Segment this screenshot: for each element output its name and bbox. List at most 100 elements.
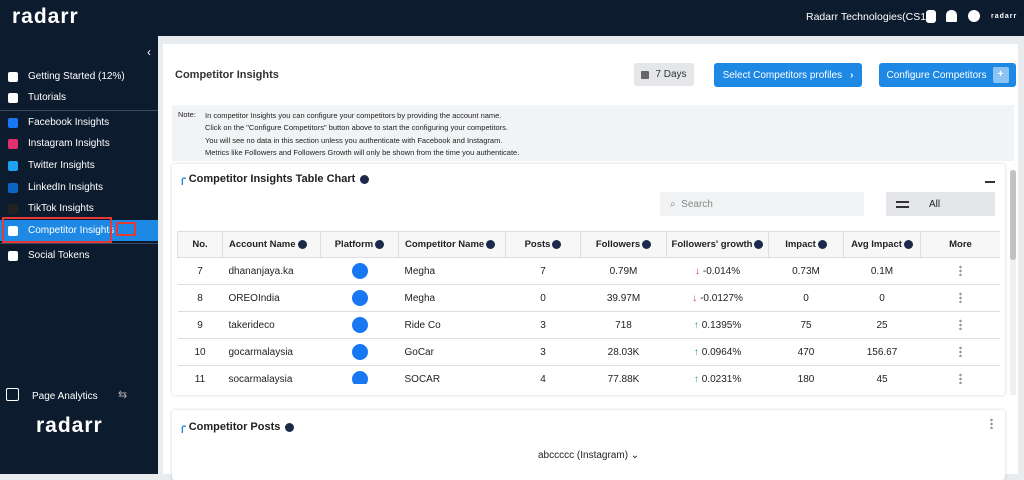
- table-row: 11 socarmalaysia SOCAR 4 77.88K ↑ 0.0231% 180 45: [177, 365, 1000, 385]
- nav-icon: [8, 182, 18, 193]
- cell-text: 7: [197, 265, 203, 277]
- note-line: You will see no data in this section unl…: [205, 135, 503, 145]
- nav-icon: [8, 92, 18, 103]
- table-cell: [920, 338, 1000, 366]
- row-menu[interactable]: [959, 292, 962, 304]
- cell-text: 3: [540, 346, 546, 358]
- collapse-toggle[interactable]: ‹: [147, 45, 151, 59]
- table-cell: 470: [768, 338, 844, 366]
- column-label: No.: [192, 239, 208, 250]
- cell-text: 0.1M: [870, 265, 894, 277]
- cell-text: 11: [194, 373, 206, 385]
- nav-item[interactable]: TikTok Insights: [0, 198, 158, 219]
- download-icon[interactable]: [985, 172, 995, 183]
- highlight-box: [2, 217, 112, 243]
- cell-text: 39.97M: [606, 292, 641, 304]
- facebook-icon[interactable]: [351, 317, 368, 333]
- nav-item[interactable]: Instagram Insights: [0, 133, 158, 154]
- nav-item[interactable]: Facebook Insights: [0, 112, 158, 133]
- nav-item[interactable]: LinkedIn Insights: [0, 177, 158, 198]
- column-label: Platform: [334, 239, 374, 250]
- configure-button[interactable]: Configure Competitors +: [879, 63, 1016, 87]
- bell-icon[interactable]: [946, 10, 957, 22]
- table-cell: 3: [505, 311, 581, 339]
- facebook-icon[interactable]: [351, 263, 368, 279]
- account-dropdown[interactable]: abccccc (Instagram) ⌄: [538, 450, 640, 461]
- page-analytics[interactable]: Page Analytics: [32, 391, 98, 402]
- column-header: Avg Impact: [843, 231, 921, 258]
- info-icon: [754, 239, 764, 249]
- column-header: Account Name: [222, 231, 321, 258]
- table-cell: 45: [843, 365, 921, 384]
- table-cell: GoCar: [398, 338, 506, 366]
- table-cell: dhananjaya.ka: [222, 257, 321, 285]
- table-cell: [320, 284, 399, 312]
- table-cell: gocarmalaysia: [222, 338, 321, 366]
- nav-item[interactable]: Competitor Insights: [0, 217, 158, 243]
- nav-icon: [8, 117, 18, 128]
- table-cell: Ride Co: [398, 311, 506, 339]
- cell-text: 0.79M: [609, 265, 638, 277]
- company-name[interactable]: Radarr Technologies(CS1): [806, 11, 930, 23]
- cell-text: Megha: [404, 292, 436, 304]
- nav-item[interactable]: Twitter Insights: [0, 155, 158, 176]
- table-cell: [920, 257, 1000, 285]
- nav-label: Competitor Insights: [28, 225, 115, 236]
- row-menu[interactable]: [959, 319, 962, 331]
- cell-text: 7: [540, 265, 546, 277]
- cell-text: 8: [197, 292, 203, 304]
- help-icon[interactable]: [968, 10, 980, 22]
- date-button[interactable]: 7 Days: [634, 63, 694, 86]
- facebook-icon[interactable]: [351, 371, 368, 384]
- column-label: Competitor Name: [405, 239, 485, 250]
- nav-icon: [8, 250, 18, 261]
- table-cell: 0: [843, 284, 921, 312]
- filter-label: All: [929, 198, 941, 210]
- nav-item[interactable]: Social Tokens: [0, 245, 158, 266]
- nav-item[interactable]: Tutorials: [0, 87, 158, 108]
- row-menu[interactable]: [959, 373, 962, 384]
- nav-label: Instagram Insights: [28, 138, 110, 149]
- table-cell: 28.03K: [580, 338, 667, 366]
- cell-text: 9: [197, 319, 203, 331]
- table-cell: socarmalaysia: [222, 365, 321, 384]
- trend-arrow: ↓: [692, 292, 698, 304]
- main-panel: Competitor Insights 7 Days Select Compet…: [163, 44, 1018, 480]
- facebook-icon[interactable]: [351, 344, 368, 360]
- logo[interactable]: radarr: [12, 5, 79, 28]
- column-header: Competitor Name: [398, 231, 506, 258]
- table-cell: 77.88K: [580, 365, 667, 385]
- cell-text: 77.88K: [607, 373, 640, 385]
- hand-icon[interactable]: [926, 10, 936, 23]
- column-label: More: [949, 239, 972, 250]
- cell-text: dhananjaya.ka: [228, 265, 294, 277]
- title-text: Competitor Posts: [188, 421, 281, 433]
- filter-dropdown[interactable]: All: [886, 192, 995, 216]
- competitor-table: No. Account Name Platform Competitor Name Po…: [177, 231, 1000, 384]
- cell-text: 0.0964%: [701, 346, 742, 358]
- column-header: Posts: [505, 231, 581, 258]
- table-cell: [920, 311, 1000, 339]
- analytics-icon[interactable]: [6, 388, 19, 401]
- column-label: Account Name: [229, 239, 296, 250]
- row-menu[interactable]: [959, 346, 962, 358]
- nav-item[interactable]: Getting Started (12%): [0, 66, 158, 87]
- info-icon: [486, 239, 496, 249]
- nav-icon: [8, 160, 18, 171]
- table-cell: 25: [843, 311, 921, 339]
- cell-text: 0.0231%: [701, 373, 742, 385]
- cell-text: -0.0127%: [700, 292, 743, 304]
- info-icon: [552, 239, 562, 249]
- search-placeholder: Search: [681, 198, 713, 210]
- info-icon: [297, 239, 307, 249]
- swap-icon[interactable]: ⇆: [118, 389, 128, 401]
- facebook-icon[interactable]: [351, 290, 368, 306]
- cell-text: 180: [797, 373, 815, 385]
- column-header: Followers' growth: [666, 231, 769, 258]
- more-menu[interactable]: [990, 418, 993, 429]
- table-cell: 75: [768, 311, 844, 339]
- select-button[interactable]: Select Competitors profiles ›: [714, 63, 862, 87]
- search-box[interactable]: ⌕ Search: [660, 192, 864, 216]
- row-menu[interactable]: [959, 265, 962, 277]
- scrollbar[interactable]: [1010, 170, 1016, 395]
